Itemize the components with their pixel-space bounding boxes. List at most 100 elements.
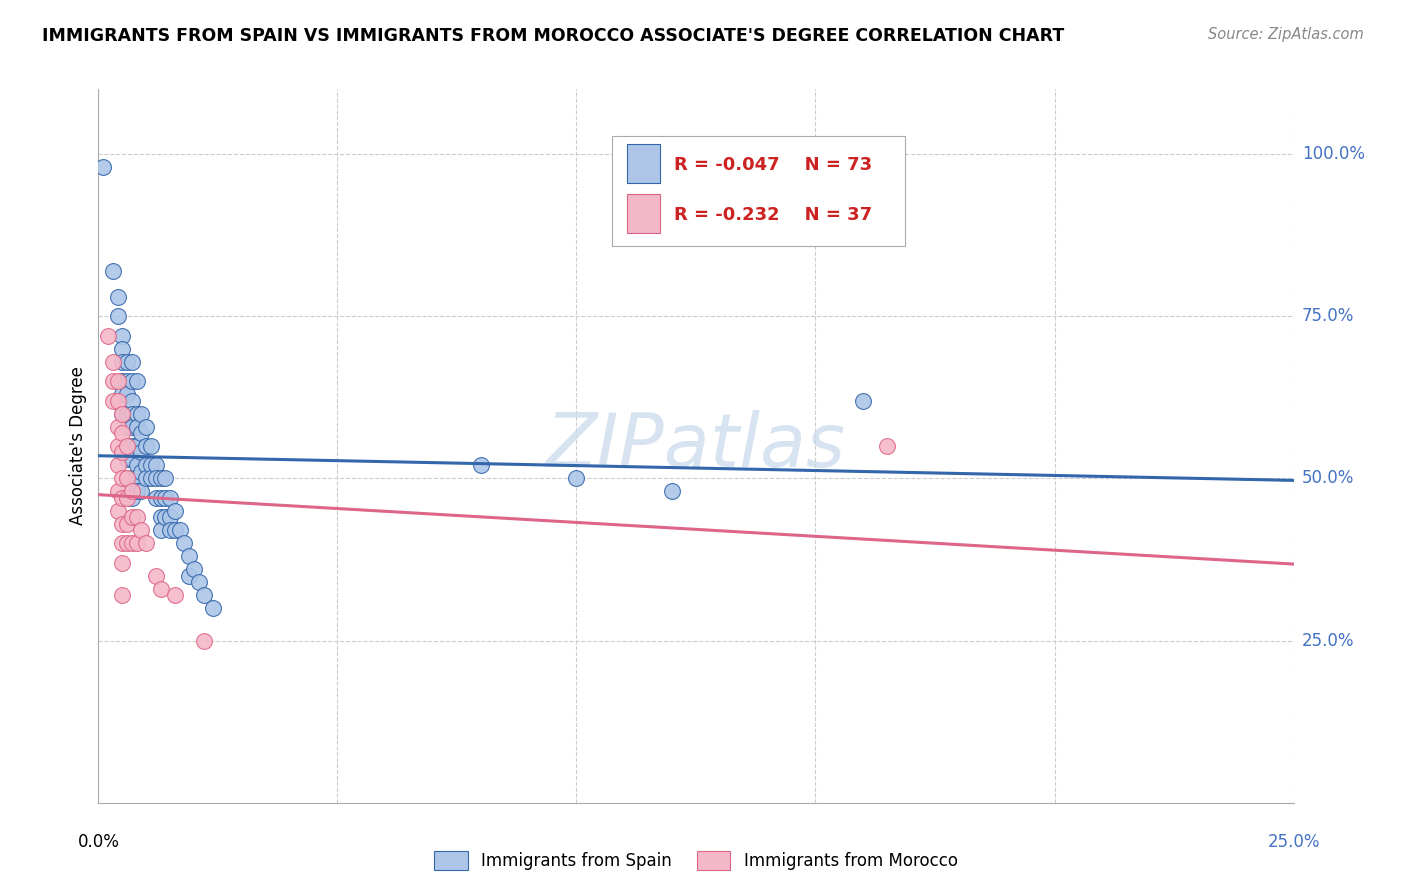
Point — [115, 491, 138, 505]
Point — [159, 524, 181, 538]
Point — [149, 510, 172, 524]
Point — [111, 516, 134, 531]
Point — [111, 536, 134, 550]
Point — [139, 458, 162, 473]
Point — [163, 504, 186, 518]
Point — [149, 471, 172, 485]
Point — [91, 160, 114, 174]
Point — [149, 582, 172, 596]
Point — [121, 407, 143, 421]
Point — [121, 439, 143, 453]
Point — [163, 588, 186, 602]
Point — [852, 393, 875, 408]
Point — [145, 491, 167, 505]
Point — [107, 374, 129, 388]
Point — [155, 491, 177, 505]
Point — [107, 504, 129, 518]
Point — [183, 562, 205, 576]
Point — [111, 374, 134, 388]
Point — [193, 588, 215, 602]
Point — [131, 524, 153, 538]
Point — [179, 549, 201, 564]
Point — [115, 354, 138, 368]
Point — [135, 471, 157, 485]
Point — [115, 536, 138, 550]
Point — [101, 374, 124, 388]
Y-axis label: Associate's Degree: Associate's Degree — [69, 367, 87, 525]
Point — [131, 425, 153, 440]
Point — [135, 458, 157, 473]
Point — [111, 491, 134, 505]
Point — [111, 407, 134, 421]
Point — [155, 510, 177, 524]
Point — [101, 264, 124, 278]
Point — [135, 439, 157, 453]
Text: ZIPatlas: ZIPatlas — [546, 410, 846, 482]
Text: IMMIGRANTS FROM SPAIN VS IMMIGRANTS FROM MOROCCO ASSOCIATE'S DEGREE CORRELATION : IMMIGRANTS FROM SPAIN VS IMMIGRANTS FROM… — [42, 27, 1064, 45]
Point — [125, 510, 148, 524]
Point — [163, 524, 186, 538]
Point — [121, 354, 143, 368]
Point — [470, 458, 492, 473]
Point — [107, 458, 129, 473]
Point — [131, 465, 153, 479]
Point — [107, 439, 129, 453]
Legend: Immigrants from Spain, Immigrants from Morocco: Immigrants from Spain, Immigrants from M… — [427, 844, 965, 877]
Point — [135, 419, 157, 434]
Point — [121, 393, 143, 408]
Text: Source: ZipAtlas.com: Source: ZipAtlas.com — [1208, 27, 1364, 42]
Point — [115, 407, 138, 421]
Point — [115, 516, 138, 531]
Point — [121, 510, 143, 524]
Point — [121, 471, 143, 485]
Point — [159, 491, 181, 505]
Point — [107, 484, 129, 499]
Point — [125, 471, 148, 485]
Point — [121, 452, 143, 467]
Point — [115, 471, 138, 485]
FancyBboxPatch shape — [612, 136, 905, 246]
Point — [115, 374, 138, 388]
Text: 50.0%: 50.0% — [1302, 469, 1354, 487]
Point — [149, 491, 172, 505]
Point — [101, 393, 124, 408]
Point — [107, 419, 129, 434]
Point — [115, 419, 138, 434]
Bar — [627, 194, 661, 233]
Point — [125, 536, 148, 550]
Point — [111, 588, 134, 602]
Point — [187, 575, 209, 590]
Point — [125, 407, 148, 421]
Point — [145, 458, 167, 473]
Point — [155, 471, 177, 485]
Point — [131, 484, 153, 499]
Point — [169, 524, 191, 538]
Point — [107, 310, 129, 324]
Point — [145, 471, 167, 485]
Point — [107, 290, 129, 304]
Point — [115, 439, 138, 453]
Point — [139, 439, 162, 453]
Point — [131, 407, 153, 421]
Point — [121, 419, 143, 434]
Point — [125, 484, 148, 499]
Point — [125, 458, 148, 473]
Text: 25.0%: 25.0% — [1267, 833, 1320, 851]
Point — [107, 393, 129, 408]
Point — [125, 439, 148, 453]
Point — [193, 633, 215, 648]
Point — [121, 484, 143, 499]
Point — [173, 536, 195, 550]
Bar — [627, 144, 661, 183]
Point — [202, 601, 225, 615]
Point — [111, 471, 134, 485]
Point — [139, 471, 162, 485]
Point — [159, 510, 181, 524]
Point — [111, 556, 134, 570]
Point — [111, 354, 134, 368]
Point — [111, 407, 134, 421]
Point — [121, 491, 143, 505]
Point — [780, 199, 803, 213]
Point — [111, 328, 134, 343]
Point — [565, 471, 588, 485]
